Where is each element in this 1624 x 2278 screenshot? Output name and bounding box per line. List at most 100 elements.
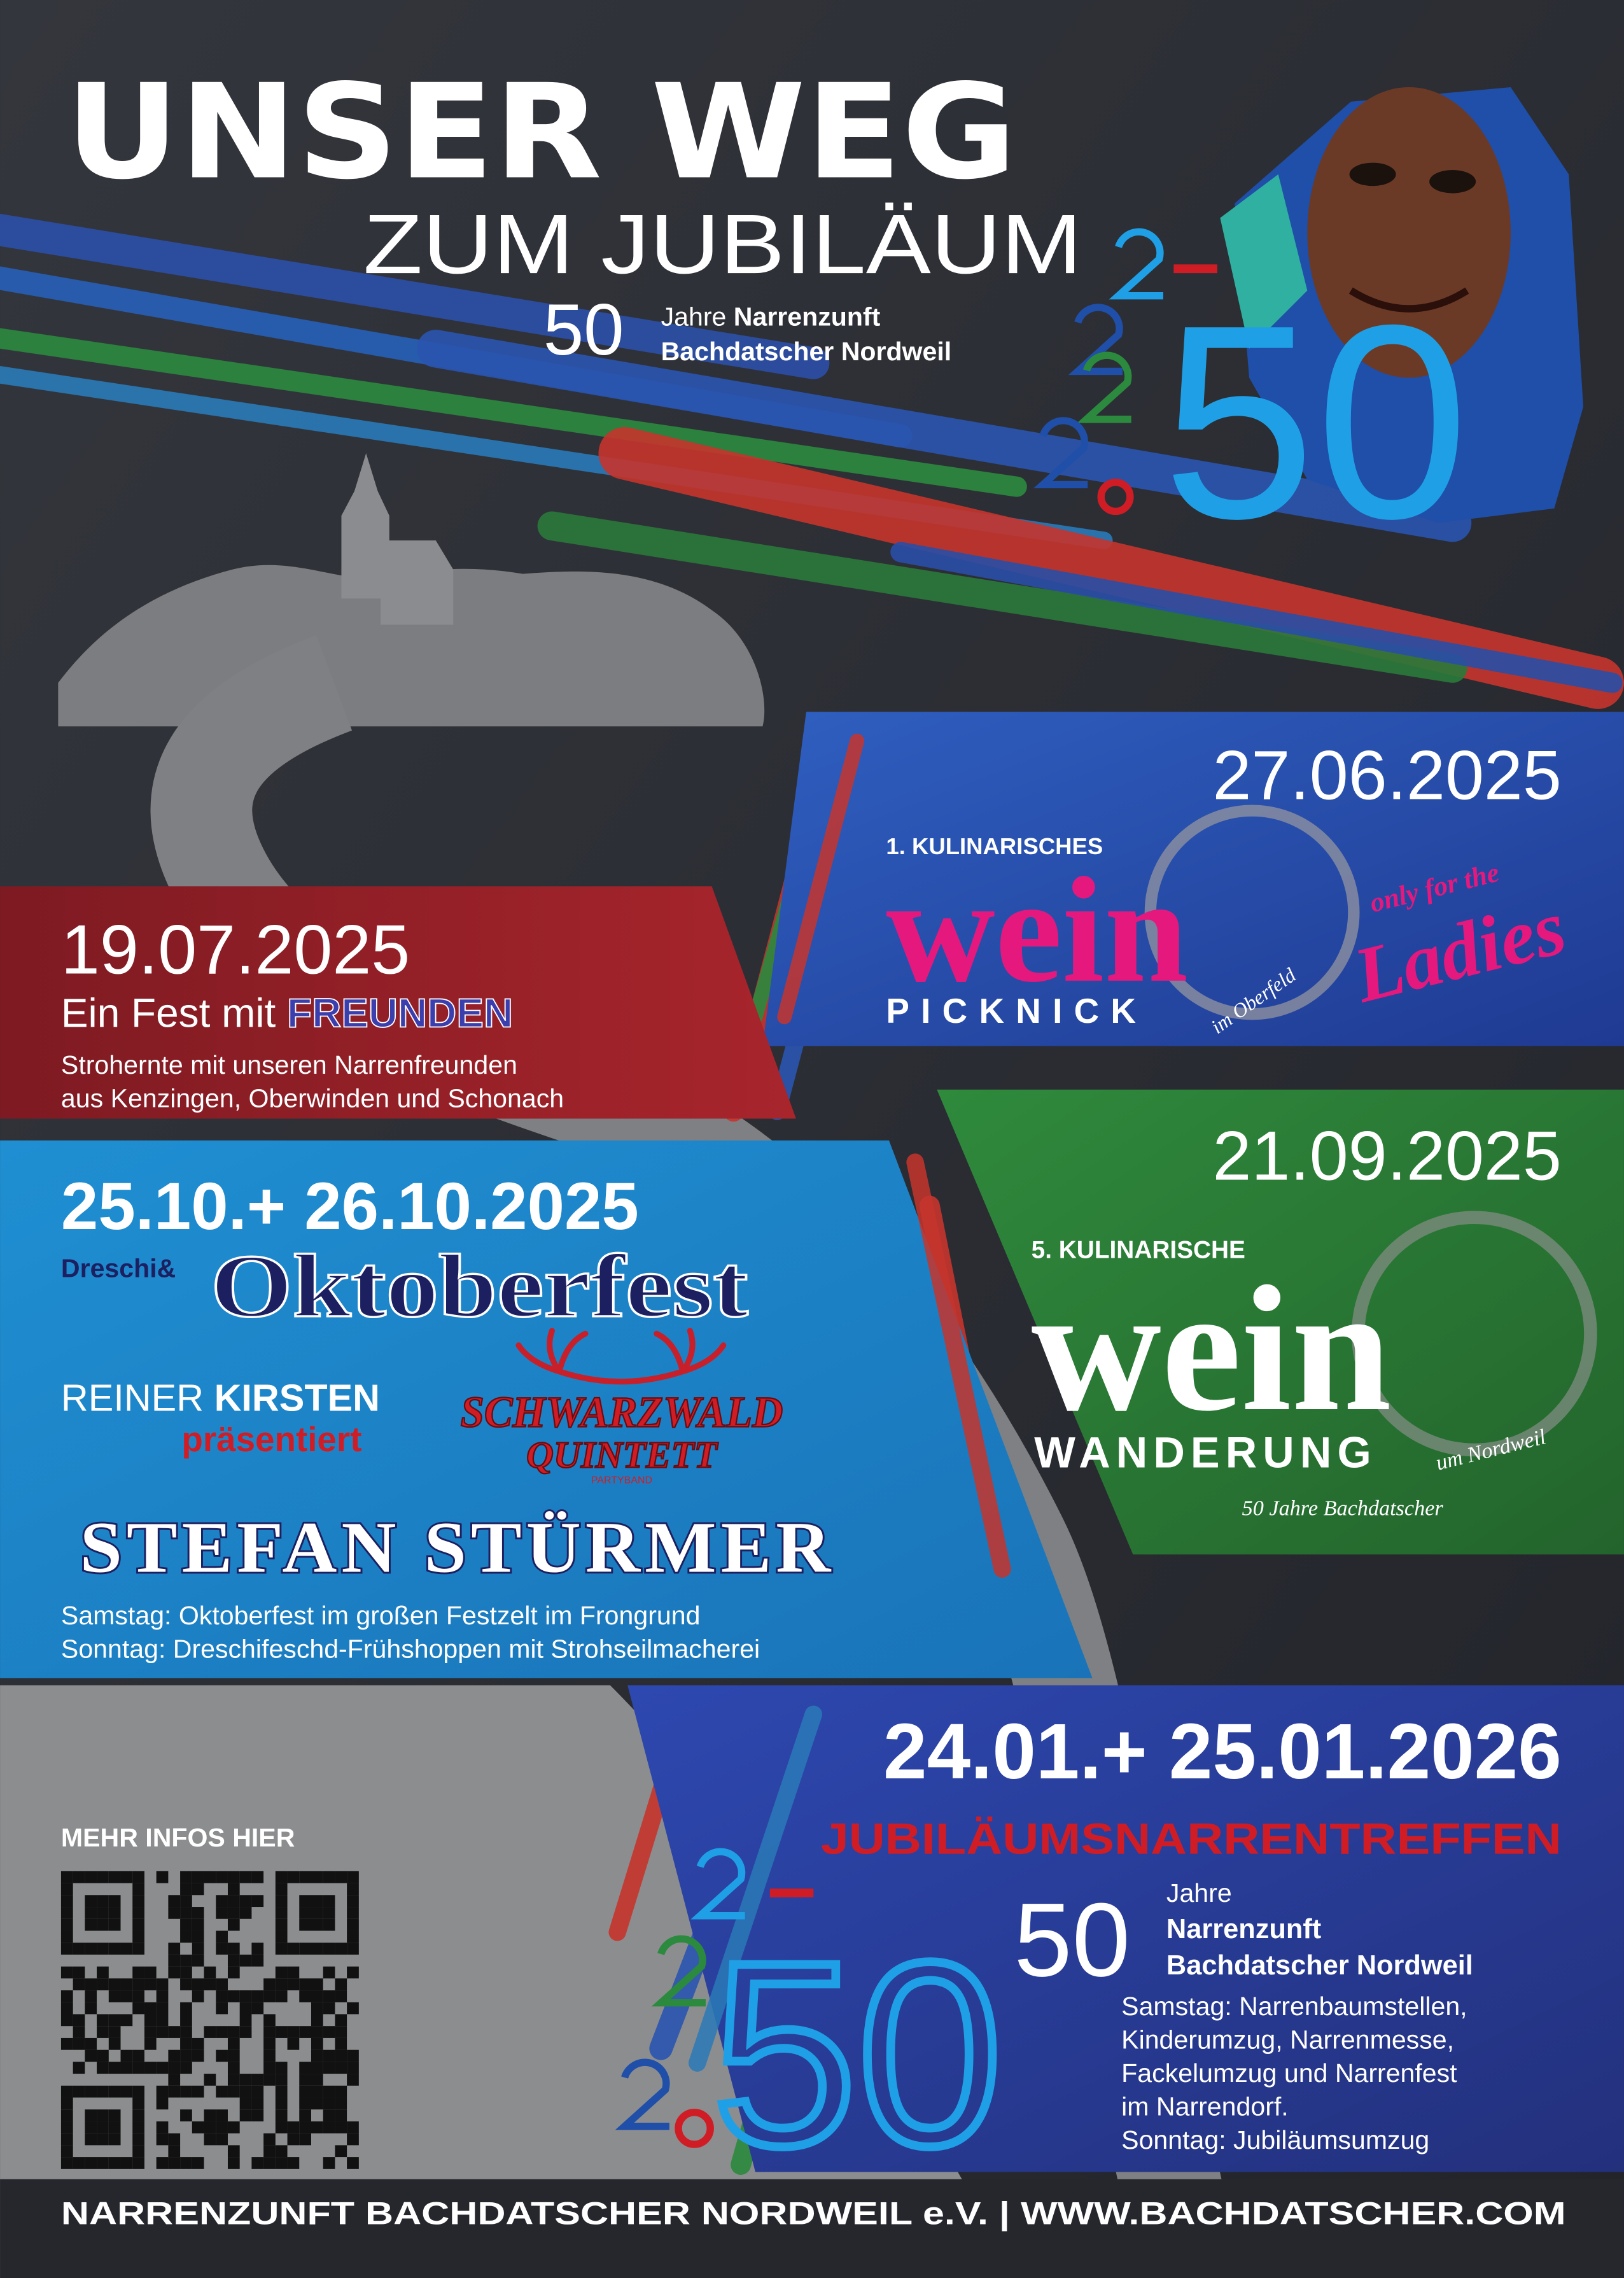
qr-module (323, 2157, 335, 2169)
qr-module (60, 1871, 73, 1883)
qr-module (216, 1907, 228, 1919)
qr-module (60, 1907, 73, 1919)
qr-module (323, 1907, 335, 1919)
qr-module (204, 1871, 216, 1883)
qr-module (108, 2121, 121, 2134)
qr-module (180, 2026, 192, 2038)
qr-module (180, 2049, 192, 2062)
qr-module (168, 2133, 181, 2146)
anniversary-number: 50 (543, 290, 624, 370)
qr-module (311, 2026, 323, 2038)
qr-module (287, 2037, 300, 2050)
qr-module (239, 2097, 252, 2110)
qr-module (156, 2133, 169, 2146)
qr-module (299, 1907, 311, 1919)
qr-module (227, 2145, 240, 2158)
qr-module (132, 2002, 144, 2014)
qr-module (60, 2014, 73, 2027)
anniversary-number: 50 (1014, 1881, 1130, 1998)
qr-module (323, 1871, 335, 1883)
footer: NARRENZUNFT BACHDATSCHER NORDWEIL e.V. |… (61, 2196, 1566, 2232)
qr-module (251, 2097, 264, 2110)
qr-module (108, 1943, 121, 1955)
qr-module (335, 2026, 347, 2038)
qr-module (335, 2085, 347, 2098)
streak (417, 330, 1472, 542)
qr-module (60, 1883, 73, 1895)
qr-module (275, 1990, 288, 2002)
qr-module (60, 2109, 73, 2121)
qr-module (192, 1871, 204, 1883)
qr-module (311, 2097, 323, 2110)
qr-module (73, 1966, 85, 1979)
qr-module (60, 1966, 73, 1979)
qr-module (132, 2049, 144, 2062)
event-description: Fackelumzug und Narrenfest (1121, 2058, 1457, 2088)
qr-module (132, 1918, 144, 1931)
qr-module (287, 1943, 300, 1955)
qr-module (97, 2049, 109, 2062)
panel (0, 886, 796, 1119)
mask-eye (1349, 162, 1396, 186)
qr-module (192, 1930, 204, 1943)
qr-module (97, 1978, 109, 1991)
qr-module (120, 1978, 133, 1991)
qr-module (60, 1895, 73, 1908)
qr-module (263, 2049, 276, 2062)
presents: präsentiert (181, 1419, 361, 1459)
qr-module (97, 1918, 109, 1931)
anniversary-line: Jahre Narrenzunft (661, 302, 881, 331)
qr-module (323, 2109, 335, 2121)
qr-module (192, 1918, 204, 1931)
qr-module (299, 1871, 311, 1883)
streak (537, 511, 1467, 683)
qr-module (239, 2002, 252, 2014)
event-title-text: Ein Fest mit (61, 990, 276, 1036)
event-description: Kinderumzug, Narrenmesse, (1121, 2025, 1454, 2054)
qr-module (227, 1966, 240, 1979)
event-prefix: Dreschi& (61, 1253, 176, 1283)
event-description: Samstag: Oktoberfest im großen Festzelt … (61, 1601, 701, 1630)
qr-module (192, 1954, 204, 1967)
qr-module (263, 2145, 276, 2158)
qr-module (132, 1966, 144, 1979)
presenter: REINER KIRSTEN (61, 1376, 380, 1419)
qr-code[interactable] (58, 1868, 362, 2172)
qr-module (216, 1895, 228, 1908)
qr-module (108, 2026, 121, 2038)
qr-module (347, 2133, 359, 2146)
event-note: 50 Jahre Bachdatscher (1242, 1496, 1444, 1521)
qr-module (180, 1871, 192, 1883)
qr-module (239, 1871, 252, 1883)
event-description: im Narrendorf. (1121, 2092, 1289, 2121)
qr-module (287, 2157, 300, 2169)
qr-module (239, 2074, 252, 2086)
qr-module (120, 2157, 133, 2169)
qr-module (227, 2026, 240, 2038)
qr-module (311, 1990, 323, 2002)
event-title-highlight: FREUNDEN (287, 990, 513, 1036)
qr-module (299, 2062, 311, 2074)
qr-module (168, 2062, 181, 2074)
qr-module (323, 1990, 335, 2002)
panel (937, 1089, 1624, 1555)
qr-module (227, 2074, 240, 2086)
qr-module (108, 2014, 121, 2027)
qr-module (275, 1918, 288, 1931)
qr-module (132, 2121, 144, 2134)
qr-module (335, 1871, 347, 1883)
qr-module (323, 2085, 335, 2098)
qr-module (275, 2026, 288, 2038)
qr-module (311, 2062, 323, 2074)
qr-module (192, 1943, 204, 1955)
qr-module (335, 2145, 347, 2158)
event-title: Oktoberfest (211, 1236, 748, 1336)
qr-module (97, 2157, 109, 2169)
event-description: Sonntag: Dreschifeschd-Frühshoppen mit S… (61, 1634, 760, 1663)
mask-cloth (1220, 174, 1308, 349)
qr-module (335, 2109, 347, 2121)
qr-module (168, 1895, 181, 1908)
qr-module (335, 2062, 347, 2074)
qr-module (335, 1943, 347, 1955)
